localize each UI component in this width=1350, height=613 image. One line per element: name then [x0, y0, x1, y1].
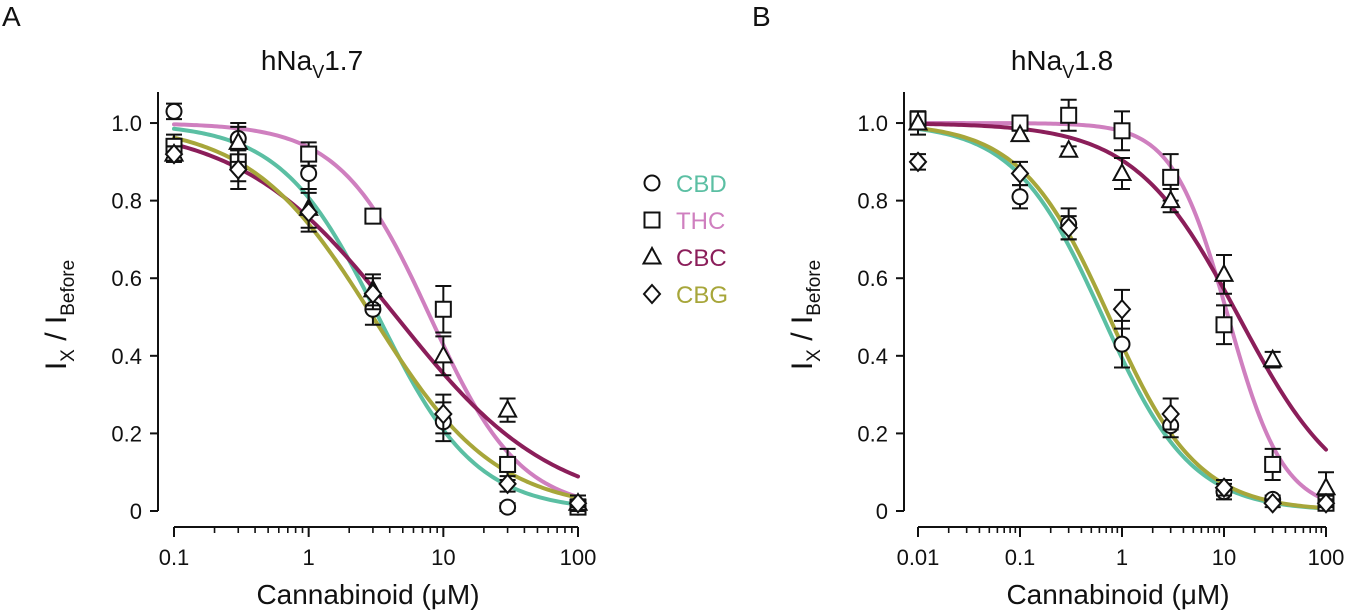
panel-b-ylabel-a: I	[786, 362, 819, 370]
data-point-cbc	[1262, 348, 1283, 368]
panel-b-ylabel-a-sub: X	[804, 349, 825, 362]
data-point-cbd	[499, 498, 517, 516]
data-point-cbg	[433, 403, 453, 425]
data-point-cbg	[299, 201, 319, 223]
data-point-cbc	[497, 399, 518, 418]
data-point-cbc	[1009, 123, 1031, 143]
y-tick-label: 0.6	[857, 266, 888, 291]
panel-a: A hNaV1.7 IX / IBefore Cannabinoid (μM) …	[2, 1, 596, 610]
panel-b-ylabel: IX / IBefore	[786, 260, 825, 370]
data-point-cbd	[300, 164, 318, 182]
y-tick-label: 0	[876, 499, 888, 524]
panel-b-xlabel: Cannabinoid (μM)	[1006, 579, 1229, 610]
legend-marker-cbd	[643, 174, 661, 192]
data-point-cbc	[228, 131, 249, 150]
panel-a-title: hNaV1.7	[261, 45, 363, 82]
x-tick-label: 0.01	[897, 545, 940, 570]
x-tick-label: 1	[303, 545, 315, 570]
panel-a-ylabel: IX / IBefore	[40, 260, 79, 370]
data-point-cbg	[1059, 217, 1079, 239]
panel-a-xlabel: Cannabinoid (μM)	[256, 579, 479, 610]
y-tick-label: 0.8	[857, 189, 888, 214]
data-point-cbc	[907, 111, 929, 131]
data-point-cbg	[1010, 162, 1030, 184]
panel-a-ylabel-mid: / I	[40, 316, 73, 349]
data-point-thc	[434, 300, 452, 318]
panel-a-ylabel-a: I	[40, 362, 73, 370]
y-tick-label: 0.4	[857, 344, 888, 369]
data-point-cbg	[1161, 403, 1181, 425]
data-point-cbc	[433, 344, 454, 364]
panel-b-title: hNaV1.8	[1011, 45, 1113, 82]
data-point-cbg	[568, 492, 588, 514]
legend-label-cbd: CBD	[676, 171, 727, 198]
panel-a-title-suffix: 1.7	[324, 45, 363, 76]
data-point-cbc	[1160, 189, 1181, 209]
data-point-cbd	[1113, 335, 1131, 353]
data-point-thc	[364, 207, 382, 225]
panel-b: B hNaV1.8 IX / IBefore Cannabinoid (μM) …	[752, 1, 1344, 610]
x-tick-label: 100	[560, 545, 597, 570]
data-point-thc	[1060, 106, 1078, 124]
y-tick-label: 0.4	[111, 344, 142, 369]
legend-label-thc: THC	[676, 208, 725, 235]
data-point-cbd	[165, 102, 183, 120]
y-tick-label: 0.8	[111, 189, 142, 214]
x-tick-label: 10	[431, 545, 455, 570]
y-tick-label: 0.2	[111, 421, 142, 446]
legend-label-cbc: CBC	[676, 245, 727, 272]
panel-b-title-suffix: 1.8	[1074, 45, 1113, 76]
legend-marker-cbg	[642, 283, 662, 305]
legend-marker-cbc	[641, 245, 663, 265]
data-point-thc	[499, 455, 517, 473]
data-point-cbg	[1263, 492, 1283, 514]
x-tick-label: 10	[1212, 545, 1236, 570]
x-tick-label: 100	[1308, 545, 1345, 570]
plot-a: 0 0.2 0.4 0.6 0.8 1.0 0.1 1 10 100	[111, 92, 596, 570]
data-point-cbg	[498, 473, 517, 495]
data-point-thc	[1215, 316, 1233, 334]
y-tick-label: 0.6	[111, 266, 142, 291]
data-point-cbc	[1213, 263, 1235, 282]
legend-label-cbg: CBG	[676, 282, 728, 309]
data-point-cbg	[1214, 477, 1234, 499]
legend-marker-thc	[643, 211, 661, 229]
panel-a-title-sub: V	[312, 62, 324, 82]
data-point-cbc	[1315, 476, 1337, 496]
panel-a-ylabel-b-sub: Before	[58, 260, 79, 316]
y-tick-label: 1.0	[857, 111, 888, 136]
plot-b: 0 0.2 0.4 0.6 0.8 1.0 0.01 0.1 1 10 100	[857, 92, 1344, 570]
data-point-cbg	[228, 159, 248, 181]
y-tick-label: 1.0	[111, 111, 142, 136]
data-point-cbg	[1112, 298, 1132, 320]
data-point-thc	[300, 145, 318, 163]
x-tick-label: 0.1	[1005, 545, 1036, 570]
panel-label-a: A	[2, 1, 21, 32]
data-point-thc	[1162, 168, 1180, 186]
panel-b-ylabel-mid: / I	[786, 316, 819, 349]
data-point-thc	[1264, 455, 1282, 473]
panel-label-b: B	[752, 1, 771, 32]
data-point-cbg	[363, 283, 383, 305]
data-point-thc	[1113, 122, 1131, 140]
data-point-cbd	[1011, 188, 1029, 206]
panel-a-title-prefix: hNa	[261, 45, 313, 76]
x-tick-label: 1	[1116, 545, 1128, 570]
data-point-cbg	[908, 151, 928, 173]
data-point-cbg	[164, 143, 184, 165]
legend: CBD THC CBC CBG	[641, 171, 728, 309]
panel-a-ylabel-a-sub: X	[58, 349, 79, 362]
panel-b-ylabel-b-sub: Before	[804, 260, 825, 316]
data-point-cbg	[1316, 492, 1336, 514]
x-tick-label: 0.1	[159, 545, 190, 570]
y-tick-label: 0	[130, 499, 142, 524]
panel-b-title-prefix: hNa	[1011, 45, 1063, 76]
panel-b-title-sub: V	[1062, 62, 1074, 82]
y-tick-label: 0.2	[857, 421, 888, 446]
data-point-cbc	[1111, 162, 1133, 181]
data-point-cbc	[1058, 139, 1079, 158]
